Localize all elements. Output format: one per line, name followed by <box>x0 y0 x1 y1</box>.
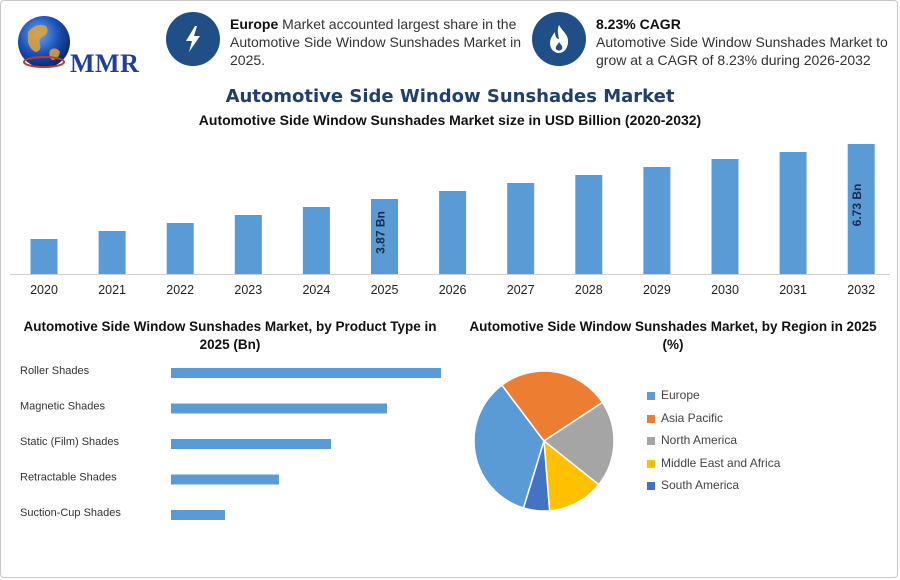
x-tick-label: 2027 <box>507 283 535 297</box>
hbar-static-film-shades <box>171 439 331 449</box>
bar-data-label: 3.87 Bn <box>374 211 388 254</box>
legend-label: North America <box>661 433 738 447</box>
chart-subtitle: Automotive Side Window Sunshades Market … <box>198 112 702 128</box>
bar-2026 <box>439 191 467 274</box>
info-circle <box>166 12 220 66</box>
x-tick-label: 2022 <box>166 283 194 297</box>
main-title: Automotive Side Window Sunshades Market <box>225 86 675 107</box>
info-body: Automotive Side Window Sunshades Market … <box>596 34 888 68</box>
bar-2031 <box>779 152 807 274</box>
bar-2025 <box>371 199 398 274</box>
bar-2030 <box>711 159 739 274</box>
info-bold: Europe <box>230 16 279 32</box>
pie-slice-europe <box>473 384 545 509</box>
bar-2022 <box>166 223 194 274</box>
bar-2032 <box>847 144 875 274</box>
lightning-icon <box>186 26 200 52</box>
category-label: Roller Shades <box>20 365 90 377</box>
legend-swatch <box>647 414 655 423</box>
bar-2028 <box>575 175 603 274</box>
pie-slice-asia-pacific <box>500 370 604 443</box>
bar-2024 <box>302 207 330 274</box>
bar-2020 <box>30 239 58 274</box>
x-tick-label: 2020 <box>30 283 58 297</box>
region-title: Automotive Side Window Sunshades Market,… <box>469 319 877 352</box>
info-text: 8.23% CAGR Automotive Side Window Sunsha… <box>596 15 896 69</box>
category-label: Static (Film) Shades <box>20 436 120 448</box>
legend-swatch <box>647 392 655 400</box>
bar-2023 <box>234 215 262 274</box>
x-tick-label: 2024 <box>302 283 330 297</box>
bar-data-label: 6.73 Bn <box>850 184 864 227</box>
product-type-bar-chart: Roller Shades Magnetic Shades Static (Film… <box>20 365 441 520</box>
x-tick-label: 2021 <box>98 283 126 297</box>
x-tick-label: 2029 <box>643 283 671 297</box>
legend-label: South America <box>661 478 740 492</box>
legend-swatch <box>647 482 655 490</box>
category-label: Retractable Shades <box>20 472 117 484</box>
legend-label: Europe <box>661 388 700 402</box>
hbar-magnetic-shades <box>171 403 387 414</box>
info-text: Europe Market accounted largest share in… <box>230 15 526 69</box>
info-body: Market accounted largest share in the Au… <box>230 16 522 68</box>
flame-icon <box>550 25 569 53</box>
pie-slice-south-america <box>522 440 551 512</box>
legend-item: Middle East and Africa <box>647 456 807 472</box>
info-circle <box>532 12 586 66</box>
pie-slice-middle-east-and-africa <box>543 439 600 512</box>
bar-2021 <box>98 231 126 274</box>
category-label: Magnetic Shades <box>20 401 105 413</box>
x-tick-label: 2032 <box>847 283 875 297</box>
legend-swatch <box>647 437 655 445</box>
x-tick-label: 2026 <box>439 283 467 297</box>
legend-label: Asia Pacific <box>661 410 724 425</box>
bar-2027 <box>507 183 535 274</box>
logo-text: MMR <box>70 49 140 78</box>
legend-item: South America <box>647 478 807 494</box>
x-tick-label: 2030 <box>711 283 739 297</box>
legend-item: Asia Pacific <box>647 411 807 427</box>
x-tick-label: 2031 <box>779 283 807 297</box>
legend-swatch <box>647 459 655 468</box>
bar-2029 <box>643 167 671 274</box>
x-tick-label: 2023 <box>234 283 262 297</box>
product-type-title: Automotive Side Window Sunshades Market,… <box>23 319 437 352</box>
hbar-roller-shades <box>171 368 441 378</box>
x-tick-label: 2025 <box>371 283 399 297</box>
pie-slice-north-america <box>542 401 615 486</box>
info-bold: 8.23% CAGR <box>596 16 681 32</box>
globe-icon <box>18 16 70 68</box>
region-pie-chart <box>473 370 615 512</box>
legend-label: Middle East and Africa <box>661 455 781 470</box>
market-size-bar-chart: 2020 2021 2022 2023 2024 2025 3.87 Bn 2026 2027 2… <box>10 144 890 297</box>
hbar-suction-cup-shades <box>171 510 225 520</box>
hbar-retractable-shades <box>171 474 279 485</box>
mmr-logo: MMR <box>14 10 144 80</box>
category-label: Suction-Cup Shades <box>20 507 121 519</box>
x-tick-label: 2028 <box>575 283 603 297</box>
legend-item: North America <box>647 433 807 449</box>
legend-item: Europe <box>647 388 807 404</box>
